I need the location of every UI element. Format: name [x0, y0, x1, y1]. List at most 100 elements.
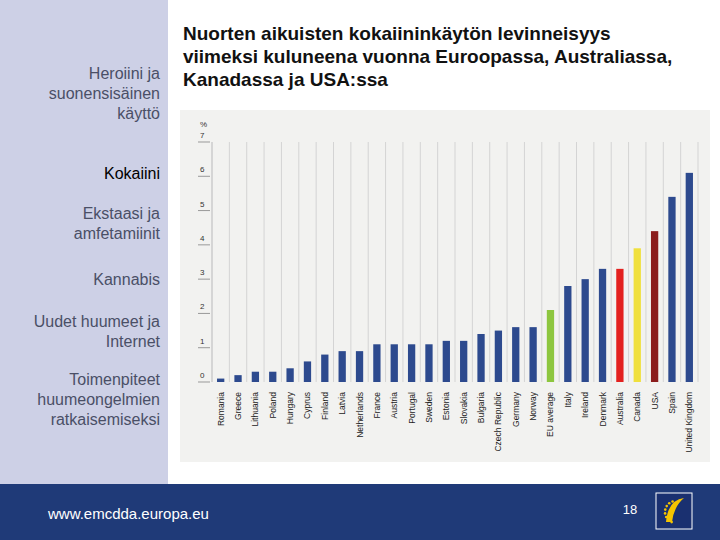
- bar: [339, 351, 346, 382]
- bar: [391, 344, 398, 382]
- category-label: Australia: [615, 392, 625, 425]
- bar: [477, 334, 484, 382]
- bar: [651, 231, 658, 382]
- bar: [269, 372, 276, 382]
- category-label: Germany: [511, 391, 521, 427]
- category-label: Lithuania: [250, 392, 260, 427]
- grid-line: [437, 142, 438, 382]
- grid-line: [333, 142, 334, 382]
- category-label: Norway: [528, 391, 538, 421]
- y-axis-label: %: [200, 120, 207, 129]
- logo-star: [665, 516, 668, 519]
- bar: [304, 361, 311, 382]
- y-tick-label: 5: [200, 200, 205, 209]
- grid-line: [645, 142, 646, 382]
- grid-line: [593, 142, 594, 382]
- footer-url: www.emcdda.europa.eu: [47, 505, 209, 522]
- menu-item[interactable]: Toimenpiteet huumeongelmien ratkaisemise…: [10, 370, 160, 430]
- grid-line: [628, 142, 629, 382]
- page-number: 18: [623, 502, 637, 517]
- logo-star: [668, 502, 671, 505]
- y-tick-label: 6: [200, 165, 205, 174]
- grid-line: [298, 142, 299, 382]
- bar: [634, 248, 641, 382]
- grid-line: [316, 142, 317, 382]
- category-label: Greece: [233, 392, 243, 420]
- logo: [656, 493, 692, 529]
- category-label: Italy: [563, 391, 573, 407]
- bar: [252, 372, 259, 382]
- menu-item[interactable]: Ekstaasi ja amfetamiinit: [10, 204, 160, 244]
- y-tick: [198, 313, 210, 314]
- bar: [564, 286, 571, 382]
- category-label: Austria: [389, 392, 399, 419]
- category-label: France: [372, 392, 382, 419]
- grid-line: [402, 142, 403, 382]
- bar: [616, 269, 623, 382]
- menu-item[interactable]: Kokaiini: [10, 164, 160, 184]
- menu-item[interactable]: Uudet huumeet ja Internet: [10, 312, 160, 352]
- bar: [512, 327, 519, 382]
- logo-shape: [666, 498, 684, 522]
- grid-line: [472, 142, 473, 382]
- grid-line: [455, 142, 456, 382]
- y-axis: [212, 142, 213, 382]
- grid-line: [507, 142, 508, 382]
- grid-line: [489, 142, 490, 382]
- category-label: USA: [650, 392, 660, 410]
- menu-item[interactable]: Heroiini ja suonensisäinen käyttö: [10, 64, 160, 124]
- bar: [425, 344, 432, 382]
- grid-line: [524, 142, 525, 382]
- bar: [686, 173, 693, 382]
- bar: [321, 355, 328, 382]
- bars: [217, 173, 693, 382]
- category-label: EU average: [545, 392, 555, 437]
- title: Nuorten aikuisten kokaiininkäytön levinn…: [183, 22, 688, 91]
- logo-star: [664, 512, 667, 515]
- category-label: Cyprus: [302, 392, 312, 419]
- bar: [599, 269, 606, 382]
- category-label: Canada: [632, 392, 642, 422]
- category-label: Sweden: [424, 392, 434, 423]
- bar: [582, 279, 589, 382]
- grid-line: [264, 142, 265, 382]
- category-label: Ireland: [580, 392, 590, 418]
- category-label: Portugal: [407, 392, 417, 424]
- grid-line: [559, 142, 560, 382]
- category-label: Denmark: [598, 391, 608, 426]
- chart-background: [180, 110, 710, 462]
- logo-star: [670, 521, 673, 524]
- y-tick-label: 4: [200, 234, 205, 243]
- bar: [460, 341, 467, 382]
- bar: [234, 375, 241, 382]
- bar: [373, 344, 380, 382]
- logo-box: [656, 493, 692, 529]
- bar: [668, 197, 675, 382]
- grid-line: [698, 142, 699, 382]
- y-tick-label: 1: [200, 337, 205, 346]
- menu-item[interactable]: Kannabis: [10, 270, 160, 290]
- bar: [529, 327, 536, 382]
- category-label: Finland: [320, 392, 330, 420]
- logo-star: [664, 508, 667, 511]
- category-label: Hungary: [285, 391, 295, 424]
- category-label: Slovakia: [459, 392, 469, 424]
- category-label: Spain: [667, 392, 677, 414]
- category-label: Bulgaria: [476, 392, 486, 423]
- category-label: Czech Republic: [493, 391, 503, 451]
- grid-line: [663, 142, 664, 382]
- category-label: Romania: [216, 392, 226, 426]
- grid-line: [281, 142, 282, 382]
- chart: 01234567%RomaniaGreeceLithuaniaPolandHun…: [0, 0, 720, 540]
- grid-line: [229, 142, 230, 382]
- y-tick-label: 7: [200, 131, 205, 140]
- y-tick: [198, 279, 210, 280]
- sidebar: Heroiini ja suonensisäinen käyttö Kokaiin…: [0, 0, 168, 484]
- bar: [217, 379, 224, 382]
- category-label: Poland: [268, 392, 278, 419]
- y-tick-label: 0: [200, 371, 205, 380]
- y-tick: [198, 382, 210, 383]
- y-tick-label: 2: [200, 302, 205, 311]
- bar: [356, 351, 363, 382]
- logo-star: [665, 505, 668, 508]
